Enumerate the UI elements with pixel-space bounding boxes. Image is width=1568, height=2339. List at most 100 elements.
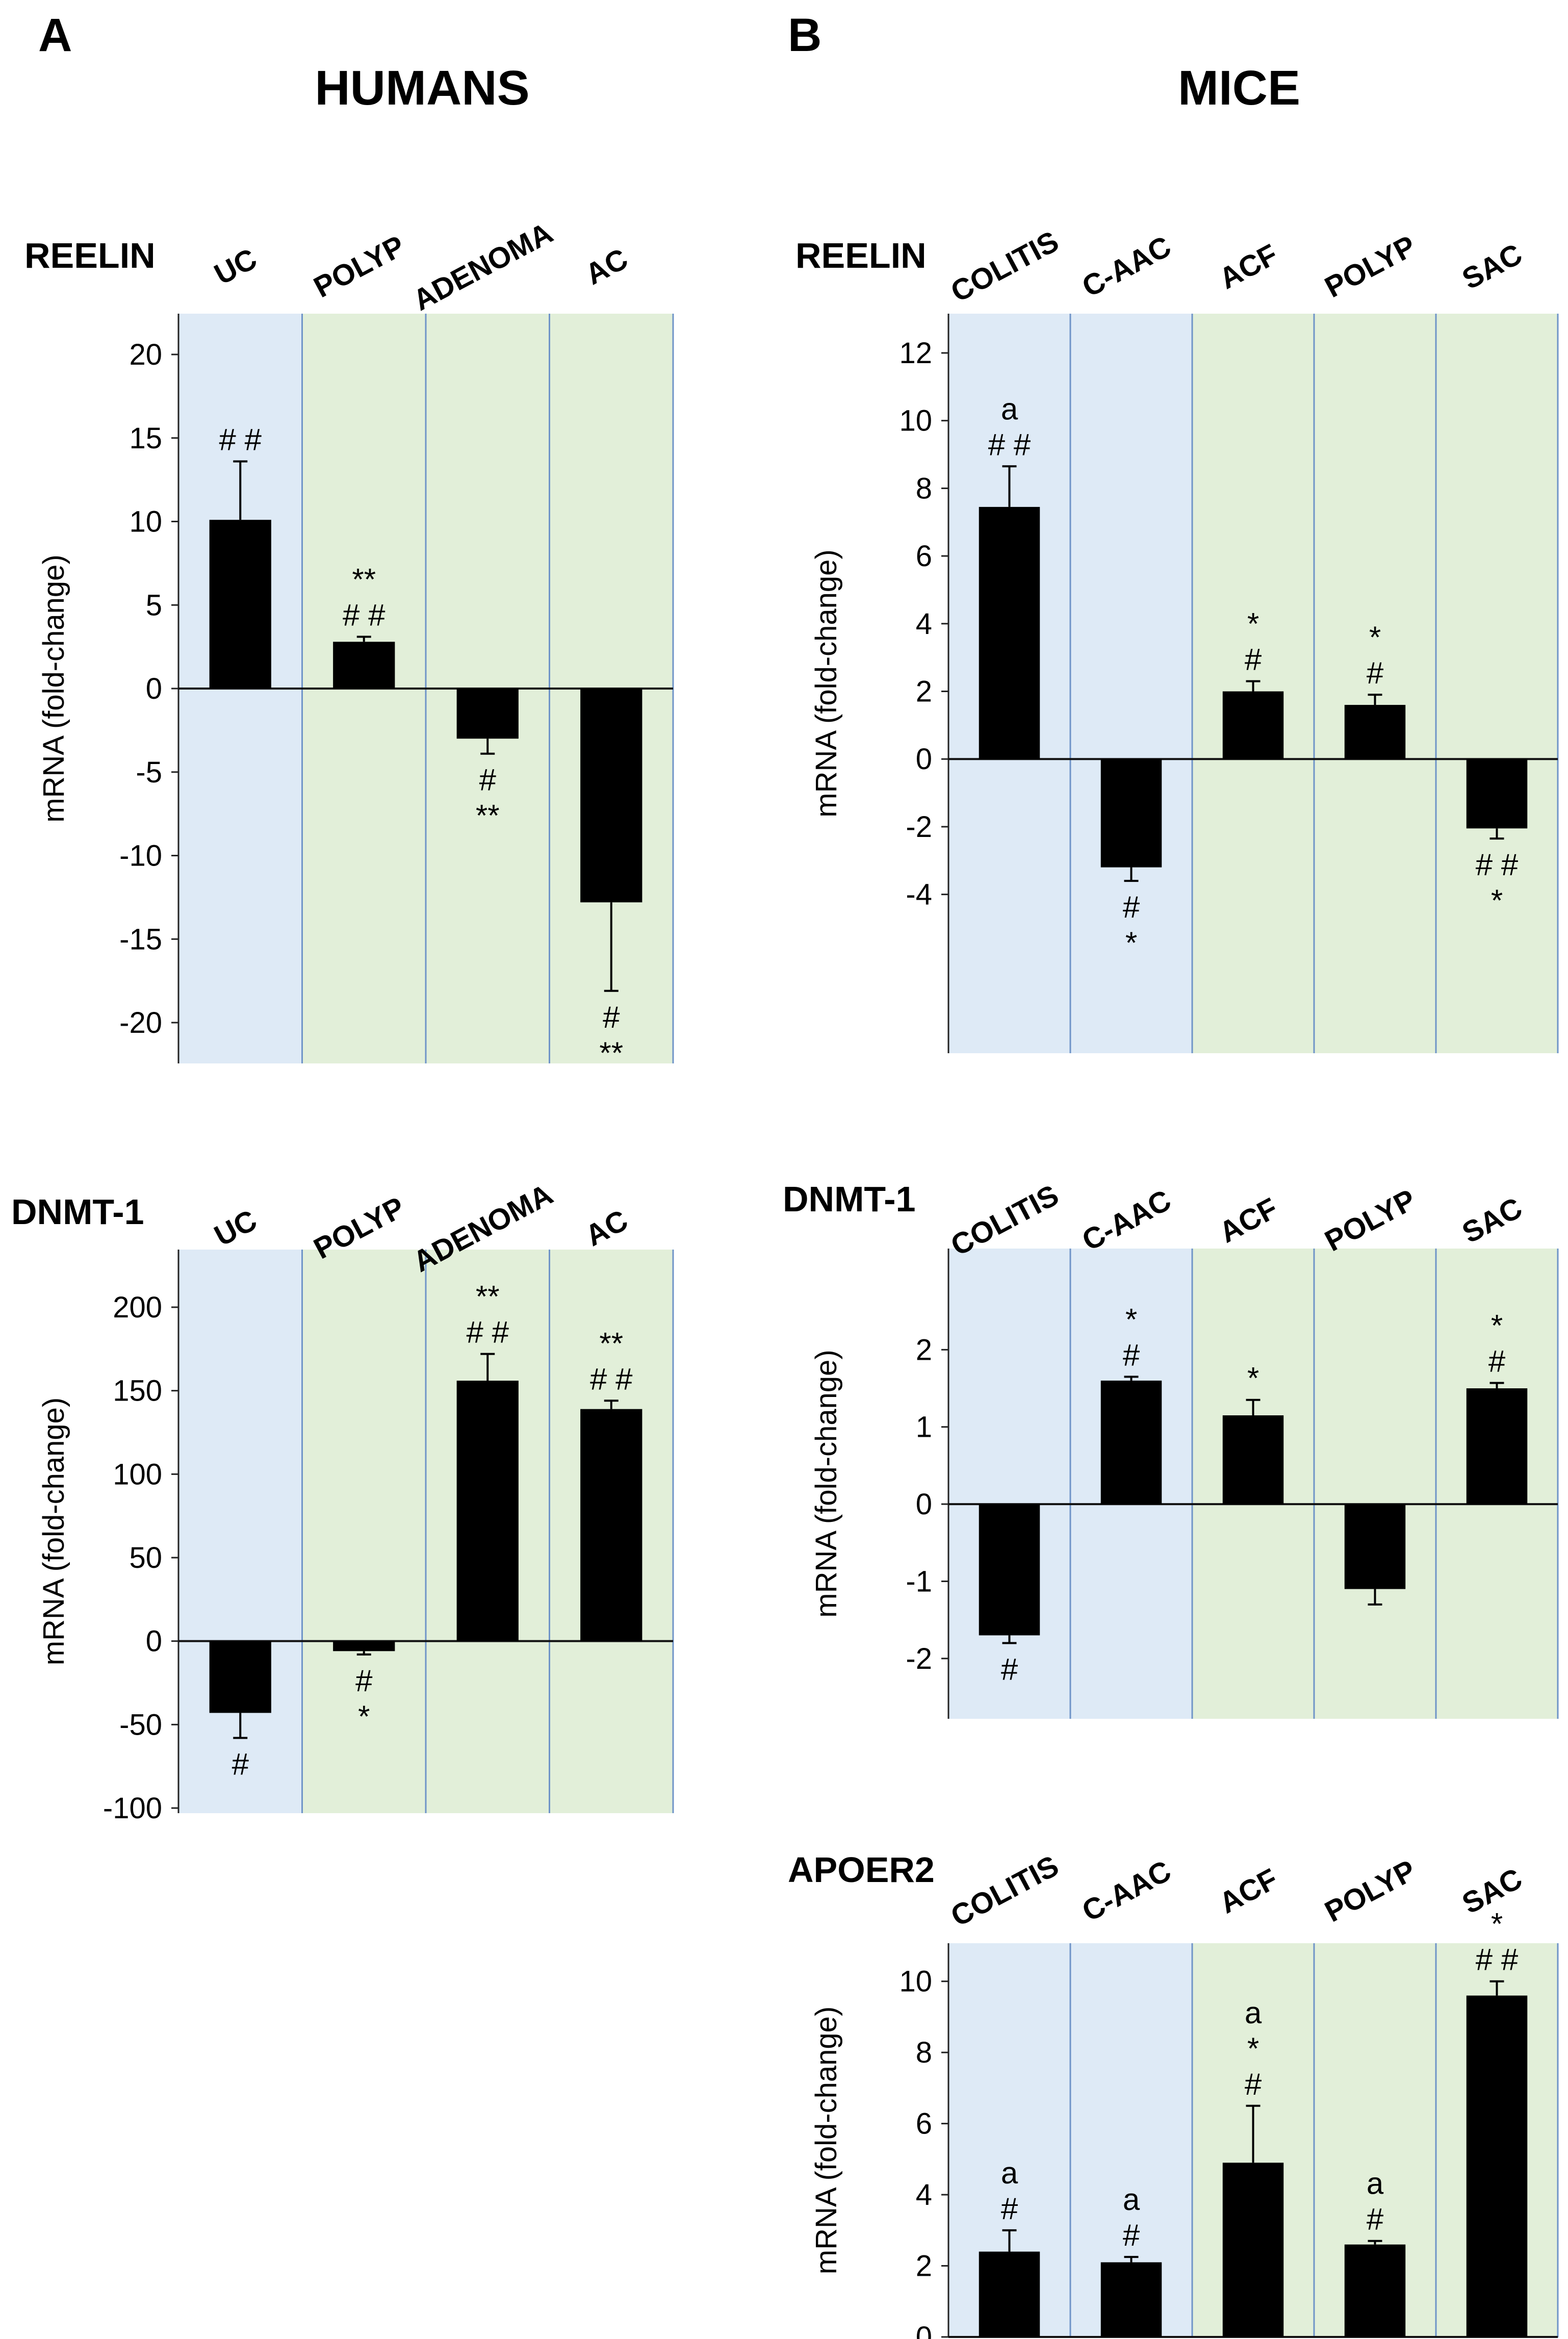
y-axis-label: mRNA (fold-change) (810, 1350, 843, 1617)
y-tick-label: 2 (916, 2250, 932, 2283)
category-label: AC (580, 242, 633, 291)
significance-mark: * (1491, 883, 1503, 918)
significance-mark: a (1001, 2156, 1018, 2190)
significance-mark: # # (1476, 1943, 1519, 1977)
panel-a-title: HUMANS (315, 61, 529, 115)
y-tick-label: 4 (916, 607, 932, 641)
significance-mark: # (1245, 2067, 1262, 2101)
category-label: ACF (1214, 1862, 1283, 1920)
y-tick-label: 20 (129, 338, 162, 371)
category-label: SAC (1457, 237, 1528, 296)
bar (1222, 691, 1284, 759)
chart-2: 12 10 8 6 4 2 0 -2 -4 mRNA (fold-change) REELIN COL… (795, 224, 1559, 1053)
bar (209, 1641, 271, 1713)
significance-mark: a (1367, 2167, 1384, 2201)
significance-mark: # # (219, 423, 262, 457)
bar (580, 689, 642, 903)
y-tick-label: 8 (916, 472, 932, 505)
category-label: POLYP (1320, 1183, 1421, 1258)
y-tick-label: 12 (899, 337, 932, 370)
category-label: COLITIS (945, 1849, 1064, 1933)
significance-mark: * (1247, 607, 1259, 641)
chart-title: APOER2 (788, 1850, 935, 1890)
y-tick-label: 200 (113, 1291, 162, 1324)
category-label: POLYP (1320, 229, 1421, 304)
significance-mark: a (1245, 1996, 1262, 2030)
y-tick-label: 4 (916, 2178, 932, 2211)
significance-mark: * (1125, 1302, 1137, 1336)
bar (1100, 1380, 1162, 1505)
significance-mark: # (355, 1664, 373, 1698)
category-label: COLITIS (945, 224, 1064, 309)
significance-mark: # (1367, 656, 1384, 690)
y-tick-label: 0 (916, 743, 932, 776)
chart-0: 20 15 10 5 0 -5 -10 -15 -20 mRNA (fold-change) REE… (24, 216, 674, 1070)
significance-mark: ** (599, 1326, 623, 1360)
bar (1222, 2163, 1284, 2337)
significance-mark: # (1123, 1338, 1140, 1372)
bar (580, 1409, 642, 1641)
y-tick-label: 6 (916, 2107, 932, 2141)
category-label: AC (580, 1203, 633, 1253)
chart-title: REELIN (24, 236, 156, 275)
chart-title: DNMT-1 (783, 1179, 916, 1219)
chart-4: 10 8 6 4 2 0 mRNA (fold-change) APOER2 COLITIS C-… (788, 1849, 1559, 2339)
y-tick-label: 0 (146, 672, 162, 705)
y-tick-label: -5 (136, 756, 162, 789)
significance-mark: # (1367, 2202, 1384, 2236)
significance-mark: ** (599, 1036, 623, 1070)
significance-mark: ** (476, 1280, 500, 1314)
significance-mark: ** (352, 562, 376, 596)
y-tick-label: 10 (899, 1965, 932, 1998)
significance-mark: ** (476, 799, 500, 833)
category-label: POLYP (309, 229, 410, 304)
category-label: POLYP (1320, 1853, 1421, 1928)
significance-mark: * (1247, 1361, 1259, 1395)
category-band (1436, 314, 1558, 1053)
bar (1222, 1415, 1284, 1505)
significance-mark: # (1123, 890, 1140, 924)
y-tick-label: -1 (906, 1565, 932, 1598)
significance-mark: # (1123, 2218, 1140, 2252)
bar (1100, 759, 1162, 868)
category-band (1314, 1249, 1436, 1719)
y-tick-label: -50 (119, 1708, 162, 1741)
y-tick-label: 0 (916, 2321, 932, 2339)
bar (456, 689, 519, 739)
y-tick-label: -15 (119, 923, 162, 956)
significance-mark: * (1369, 620, 1381, 654)
significance-mark: * (358, 1699, 370, 1734)
bar (1466, 759, 1528, 829)
y-axis-label: mRNA (fold-change) (37, 1397, 70, 1665)
y-tick-label: -100 (103, 1792, 162, 1825)
significance-mark: # # (1476, 848, 1519, 882)
bar (456, 1381, 519, 1641)
bar (1100, 2262, 1162, 2337)
bar (1466, 1388, 1528, 1505)
significance-mark: a (1123, 2182, 1140, 2217)
significance-mark: # (1245, 643, 1262, 677)
y-tick-label: 6 (916, 540, 932, 573)
category-label: SAC (1457, 1191, 1528, 1250)
significance-mark: # (232, 1747, 249, 1782)
y-tick-label: 10 (129, 505, 162, 539)
y-tick-label: -2 (906, 810, 932, 844)
significance-mark: # (479, 763, 497, 797)
y-tick-label: -10 (119, 840, 162, 873)
y-axis-label: mRNA (fold-change) (810, 2006, 843, 2274)
y-tick-label: 8 (916, 2036, 932, 2069)
panel-b-letter: B (788, 9, 821, 61)
bar (979, 1504, 1040, 1636)
bar (1466, 1995, 1528, 2337)
significance-mark: # (1488, 1344, 1506, 1378)
y-tick-label: 100 (113, 1458, 162, 1491)
bar (1344, 1504, 1406, 1589)
significance-mark: # (1001, 1652, 1018, 1687)
bar (1344, 2244, 1406, 2337)
bar (979, 2251, 1040, 2337)
significance-mark: # # (590, 1362, 633, 1396)
chart-1: 200 150 100 50 0 -50 -100 mRNA (fold-change) DNM… (11, 1178, 674, 1825)
